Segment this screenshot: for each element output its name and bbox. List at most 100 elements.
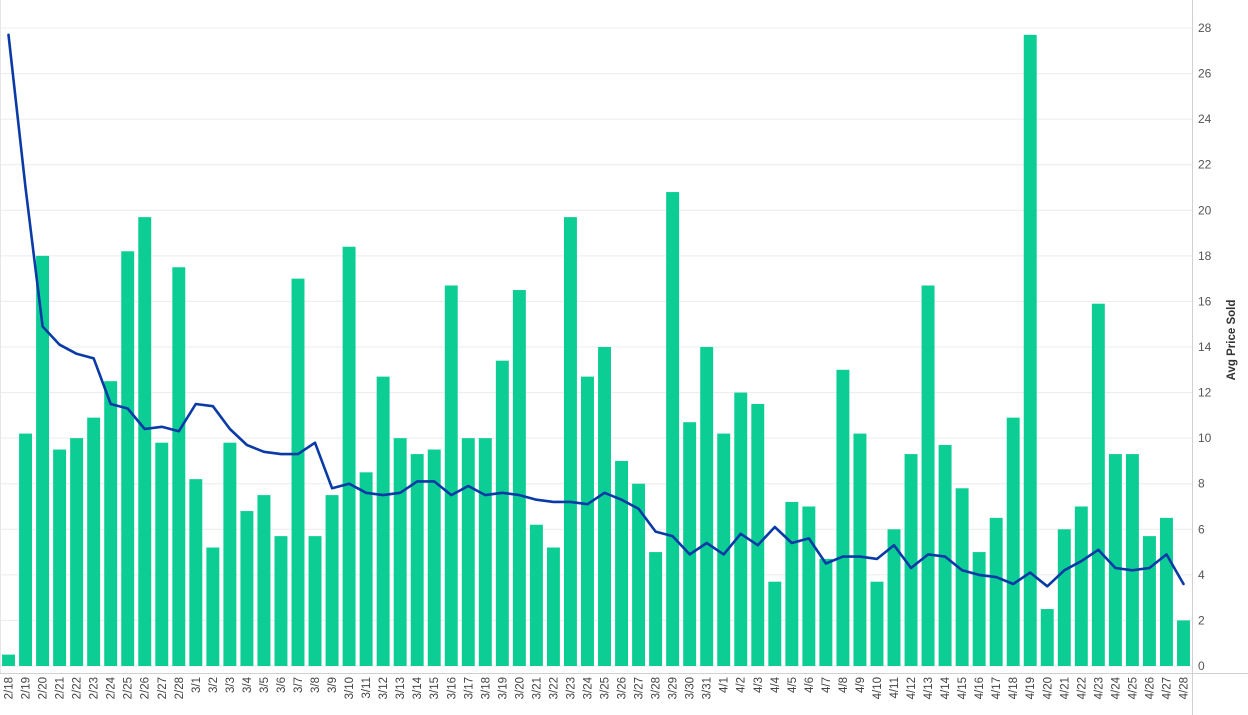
bar-3-20 (512, 290, 526, 666)
x-tick-label-4-28: 4/28 (1179, 677, 1191, 699)
bar-4-17 (989, 517, 1003, 666)
y-tick-label-6: 6 (1198, 522, 1205, 536)
x-tick-label-4-8: 4/8 (838, 677, 850, 693)
bar-2-24 (104, 381, 118, 666)
x-tick-label-4-12: 4/12 (906, 677, 918, 699)
x-tick-label-3-29: 3/29 (668, 677, 680, 699)
bar-3-11 (359, 472, 373, 666)
x-tick-label-3-13: 3/13 (395, 677, 407, 699)
x-tick-label-4-6: 4/6 (804, 677, 816, 693)
bar-4-2 (734, 392, 748, 666)
bar-3-15 (427, 449, 441, 666)
y-tick-label-4: 4 (1198, 568, 1205, 582)
y-tick-label-26: 26 (1198, 67, 1212, 81)
x-tick-label-3-19: 3/19 (497, 677, 509, 699)
bar-4-10 (870, 581, 884, 666)
bar-2-26 (138, 217, 152, 666)
x-tick-label-4-20: 4/20 (1042, 677, 1054, 699)
x-tick-label-2-21: 2/21 (55, 677, 67, 699)
bar-2-19 (19, 433, 33, 666)
x-tick-label-3-3: 3/3 (225, 677, 237, 693)
bar-3-17 (461, 438, 475, 666)
x-tick-label-4-26: 4/26 (1144, 677, 1156, 699)
x-tick-label-4-11: 4/11 (889, 677, 901, 699)
x-tick-label-2-24: 2/24 (106, 676, 118, 699)
bar-3-2 (206, 547, 220, 666)
x-tick-label-2-28: 2/28 (174, 677, 186, 699)
bar-3-27 (632, 483, 646, 666)
bar-4-24 (1108, 454, 1122, 666)
x-tick-label-3-30: 3/30 (685, 677, 697, 699)
y-tick-label-10: 10 (1198, 431, 1212, 445)
x-tick-label-3-6: 3/6 (276, 677, 288, 693)
bar-4-7 (819, 558, 833, 666)
x-tick-label-4-27: 4/27 (1162, 677, 1174, 699)
bar-4-13 (921, 285, 935, 666)
bar-2-21 (53, 449, 67, 666)
bar-4-16 (972, 552, 986, 666)
x-tick-label-3-18: 3/18 (480, 677, 492, 699)
x-tick-label-3-25: 3/25 (600, 677, 612, 699)
x-tick-label-4-4: 4/4 (770, 676, 782, 693)
x-tick-label-3-12: 3/12 (378, 677, 390, 699)
x-tick-label-2-22: 2/22 (72, 677, 84, 699)
x-tick-label-3-27: 3/27 (634, 677, 646, 699)
x-tick-label-3-5: 3/5 (259, 677, 271, 693)
bar-3-23 (563, 217, 577, 666)
bar-4-1 (717, 433, 731, 666)
bar-3-19 (495, 360, 509, 666)
x-tick-label-3-1: 3/1 (191, 677, 203, 693)
bar-4-23 (1091, 303, 1105, 666)
bar-3-30 (683, 422, 697, 666)
x-tick-label-2-23: 2/23 (89, 677, 101, 699)
bar-4-25 (1125, 454, 1139, 666)
bar-4-6 (802, 506, 816, 666)
y-tick-label-12: 12 (1198, 386, 1212, 400)
x-tick-label-2-18: 2/18 (4, 677, 16, 699)
x-tick-label-4-21: 4/21 (1059, 677, 1071, 699)
x-tick-label-3-21: 3/21 (531, 677, 543, 699)
bar-4-19 (1023, 34, 1037, 667)
bar-4-8 (836, 369, 850, 666)
y-tick-label-28: 28 (1198, 21, 1212, 35)
x-tick-label-2-20: 2/20 (38, 677, 50, 699)
x-tick-label-4-24: 4/24 (1110, 676, 1122, 699)
bar-3-4 (240, 511, 254, 666)
x-tick-label-3-14: 3/14 (412, 676, 424, 699)
bar-3-9 (325, 495, 339, 666)
bar-2-18 (2, 654, 15, 666)
bar-3-18 (478, 438, 492, 666)
y-tick-label-22: 22 (1198, 158, 1212, 172)
x-tick-label-4-18: 4/18 (1008, 677, 1020, 699)
y-tick-label-18: 18 (1198, 249, 1212, 263)
line-series (7, 33, 1185, 588)
x-tick-label-4-25: 4/25 (1127, 677, 1139, 699)
x-tick-label-4-19: 4/19 (1025, 677, 1037, 699)
bar-3-1 (189, 479, 203, 666)
avg-price-line (7, 33, 1185, 588)
x-tick-label-4-2: 4/2 (736, 677, 748, 693)
y-tick-label-16: 16 (1198, 294, 1212, 308)
bar-4-28 (1177, 620, 1190, 666)
bar-4-5 (785, 501, 799, 666)
x-tick-label-3-4: 3/4 (242, 676, 254, 693)
y-tick-label-24: 24 (1198, 112, 1212, 126)
bar-2-23 (87, 417, 101, 666)
bar-2-20 (36, 255, 50, 666)
x-tick-label-4-14: 4/14 (940, 676, 952, 699)
bar-3-10 (342, 246, 356, 666)
x-tick-label-2-27: 2/27 (157, 677, 169, 699)
x-tick-label-4-13: 4/13 (923, 677, 935, 699)
bar-2-25 (121, 251, 135, 667)
y-tick-label-8: 8 (1198, 477, 1205, 491)
bar-3-31 (700, 347, 714, 666)
x-tick-label-2-25: 2/25 (123, 677, 135, 699)
bar-4-3 (751, 403, 765, 666)
bar-3-12 (376, 376, 390, 666)
bar-4-20 (1040, 609, 1054, 666)
bar-4-15 (955, 488, 969, 666)
